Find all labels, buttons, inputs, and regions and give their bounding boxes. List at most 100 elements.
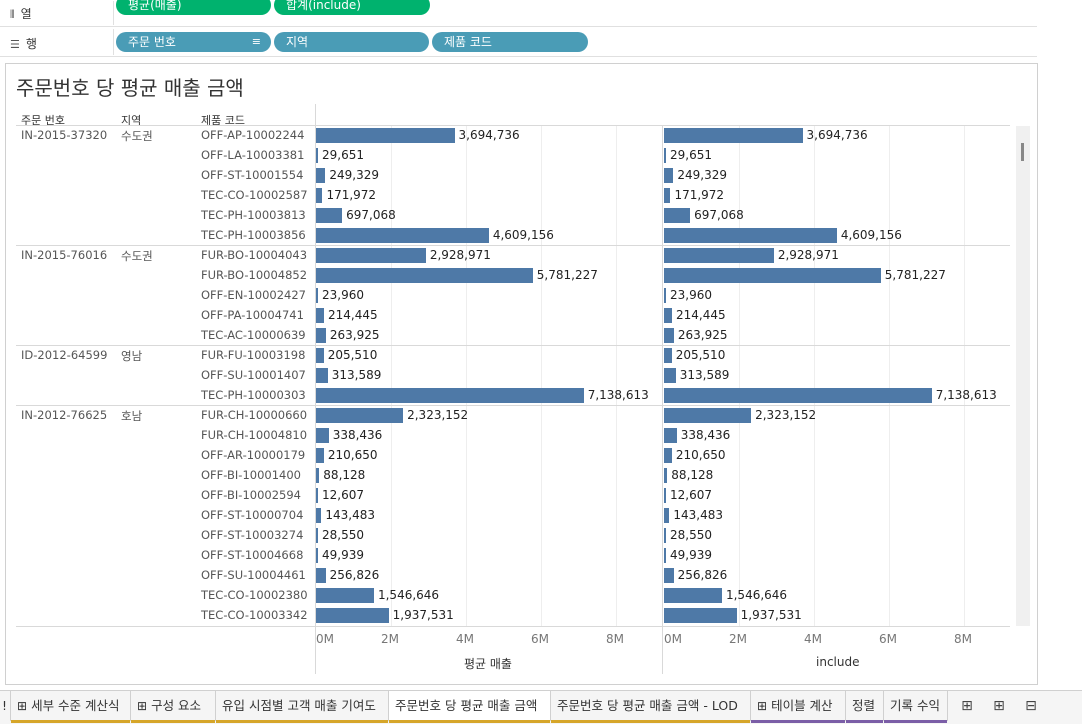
bar-평균매출	[316, 128, 455, 143]
bar-value-label: 205,510	[327, 348, 378, 362]
product-code-cell: OFF-LA-10003381	[201, 148, 305, 162]
tab-table-calc[interactable]: ⊞ 테이블 계산	[751, 691, 846, 723]
bar-include	[664, 408, 752, 423]
bar-value-label: 2,323,152	[407, 408, 469, 422]
bar-평균매출	[316, 608, 389, 623]
bar-include	[664, 428, 677, 443]
tab-record-revenue[interactable]: 기록 수익	[884, 691, 948, 723]
view-title: 주문번호 당 평균 매출 금액	[16, 76, 244, 100]
bar-value-label: 4,609,156	[492, 228, 554, 242]
bar-value-label: 1,546,646	[377, 588, 440, 602]
bar-평균매출	[316, 288, 318, 303]
product-code-cell: OFF-BI-10001400	[201, 468, 301, 482]
product-code-cell: OFF-AP-10002244	[201, 128, 305, 142]
scrollbar-thumb[interactable]	[1021, 143, 1024, 161]
pill-avg-sales[interactable]: 평균(매출)	[116, 0, 271, 15]
pill-region[interactable]: 지역	[274, 32, 429, 52]
sheet-icon: ⊞	[137, 699, 148, 713]
bar-value-label: 28,550	[322, 528, 364, 542]
axis2-title: include	[816, 655, 860, 669]
axis1-title: 평균 매출	[464, 657, 512, 671]
bar-value-label: 5,781,227	[884, 268, 946, 282]
tab-components[interactable]: ⊞ 구성 요소	[131, 691, 216, 723]
product-code-cell: OFF-EN-10002427	[201, 288, 306, 302]
bar-value-label: 5,781,227	[536, 268, 598, 282]
product-code-cell: OFF-ST-10000704	[201, 508, 304, 522]
bar-value-label: 1,937,531	[392, 608, 454, 622]
bar-include	[664, 388, 932, 403]
bar-include	[664, 568, 674, 583]
bar-include	[664, 448, 672, 463]
bar-include	[664, 228, 837, 243]
gridline	[739, 126, 740, 626]
bar-평균매출	[316, 148, 318, 163]
vertical-scrollbar[interactable]	[1016, 126, 1030, 626]
bar-value-label: 12,607	[670, 488, 712, 502]
product-code-cell: OFF-ST-10004668	[201, 548, 304, 562]
tab-sort[interactable]: 정렬	[846, 691, 884, 723]
columns-shelf-label: ⫴ 열	[10, 7, 32, 21]
bar-value-label: 28,550	[670, 528, 712, 542]
bar-평균매출	[316, 368, 328, 383]
bar-include	[664, 288, 666, 303]
sort-desc-icon[interactable]: ≡	[251, 35, 261, 48]
bar-include	[664, 168, 674, 183]
product-code-cell: TEC-PH-10003856	[201, 228, 306, 242]
gridline	[391, 126, 392, 626]
gridline	[541, 126, 542, 626]
header-order-id: 주문 번호	[21, 114, 65, 127]
bar-평균매출	[316, 508, 322, 523]
region-cell: 수도권	[121, 249, 153, 263]
order-id-cell: ID-2012-64599	[21, 348, 108, 362]
bar-include	[664, 468, 668, 483]
axis-tick-label: 6M	[531, 632, 549, 646]
viz-view: 주문번호 당 평균 매출 금액 주문 번호 지역 제품 코드 IN-2015-3…	[5, 63, 1038, 685]
order-id-cell: IN-2015-37320	[21, 128, 108, 142]
product-code-cell: TEC-CO-10002587	[201, 188, 308, 202]
rows-drop-area[interactable]: 주문 번호 ≡ 지역 제품 코드	[113, 29, 1037, 55]
bar-평균매출	[316, 588, 374, 603]
gridline	[616, 126, 617, 626]
group-divider	[16, 345, 1010, 346]
product-code-cell: FUR-BO-10004043	[201, 248, 308, 262]
bar-include	[664, 308, 673, 323]
tab-detail-level-calc[interactable]: ⊞ 세부 수준 계산식	[11, 691, 131, 723]
new-worksheet-icon[interactable]: ⊞	[961, 698, 973, 714]
bar-include	[664, 248, 774, 263]
tab-0[interactable]: !	[0, 691, 11, 721]
pill-sum-include[interactable]: 합계(include)	[274, 0, 430, 15]
columns-drop-area[interactable]: 평균(매출) 합계(include)	[113, 0, 1037, 25]
bar-value-label: 256,826	[677, 568, 728, 582]
bar-value-label: 171,972	[326, 188, 377, 202]
bar-value-label: 49,939	[670, 548, 712, 562]
tab-avg-sales-lod[interactable]: 주문번호 당 평균 매출 금액 - LOD	[551, 691, 751, 723]
columns-icon: ⫴	[10, 8, 15, 21]
bar-include	[664, 208, 691, 223]
bar-value-label: 23,960	[322, 288, 364, 302]
bar-value-label: 313,589	[331, 368, 382, 382]
bar-평균매출	[316, 468, 320, 483]
product-code-cell: TEC-CO-10002380	[201, 588, 308, 602]
bar-value-label: 249,329	[677, 168, 727, 182]
new-story-icon[interactable]: ⊟	[1025, 698, 1037, 714]
bar-value-label: 2,928,971	[429, 248, 491, 262]
bar-include	[664, 528, 666, 543]
pill-order-id[interactable]: 주문 번호 ≡	[116, 32, 271, 52]
bar-include	[664, 608, 737, 623]
new-dashboard-icon[interactable]: ⊞	[993, 698, 1005, 714]
product-code-cell: OFF-SU-10004461	[201, 568, 306, 582]
bar-value-label: 214,445	[676, 308, 726, 322]
bar-value-label: 7,138,613	[935, 388, 997, 402]
pill-product-code[interactable]: 제품 코드	[432, 32, 588, 52]
bar-include	[664, 548, 666, 563]
bar-value-label: 1,546,646	[725, 588, 788, 602]
bar-평균매출	[316, 388, 584, 403]
bar-include	[664, 128, 803, 143]
bar-value-label: 143,483	[325, 508, 375, 522]
bar-value-label: 210,650	[327, 448, 378, 462]
columns-shelf: ⫴ 열 평균(매출) 합계(include)	[0, 0, 1037, 27]
bar-value-label: 7,138,613	[587, 388, 649, 402]
tab-customer-contribution[interactable]: 유입 시점별 고객 매출 기여도	[216, 691, 389, 723]
tab-avg-sales-per-order[interactable]: 주문번호 당 평균 매출 금액	[389, 691, 551, 723]
bar-include	[664, 508, 670, 523]
